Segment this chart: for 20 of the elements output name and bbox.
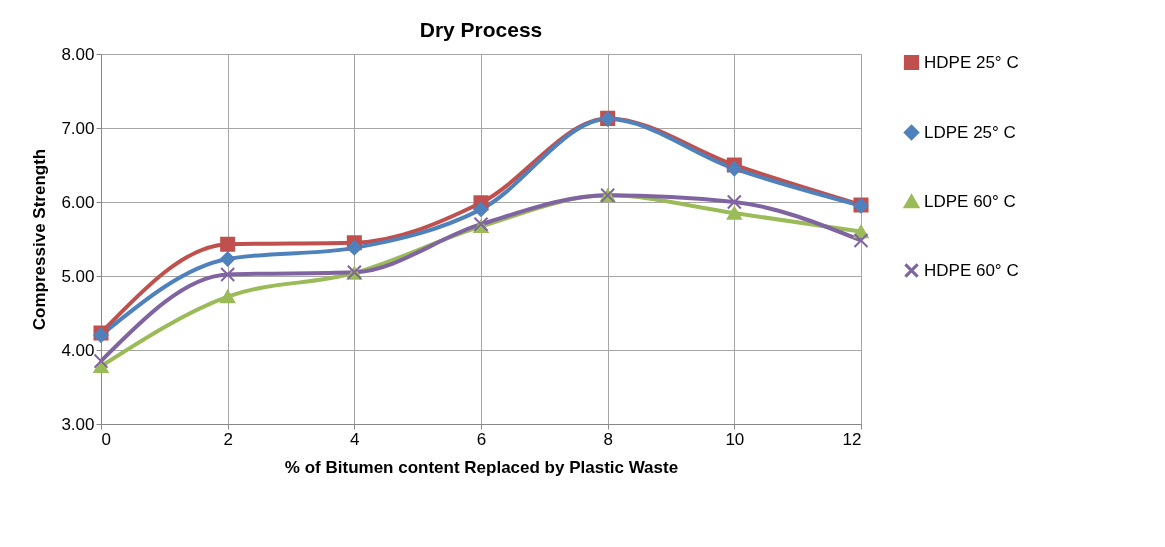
x-tick-label: 8 (603, 429, 613, 449)
legend-label: LDPE 60° C (924, 191, 1016, 211)
x-tick-label: 0 (101, 429, 111, 449)
y-axis-title: Compressive Strength (30, 148, 50, 331)
x-tick-label: 10 (725, 429, 745, 449)
y-tick-label: 7.00 (61, 118, 95, 138)
y-tick-label: 8.00 (61, 44, 95, 64)
legend-label: LDPE 25° C (924, 122, 1016, 142)
y-tick-label: 3.00 (61, 414, 95, 434)
x-tick-label: 6 (476, 429, 487, 449)
x-tick-label: 2 (223, 429, 233, 449)
y-tick-label: 6.00 (61, 192, 95, 212)
legend-label: HDPE 25° C (924, 52, 1019, 72)
chart-title: Dry Process (419, 18, 543, 41)
y-tick-label: 4.00 (61, 340, 95, 360)
y-tick-label: 5.00 (61, 266, 95, 286)
legend-label: HDPE 60° C (924, 260, 1019, 280)
x-axis-title: % of Bitumen content Replaced by Plastic Waste (284, 457, 679, 477)
x-tick-label: 12 (842, 429, 862, 449)
x-tick-label: 4 (350, 429, 360, 449)
